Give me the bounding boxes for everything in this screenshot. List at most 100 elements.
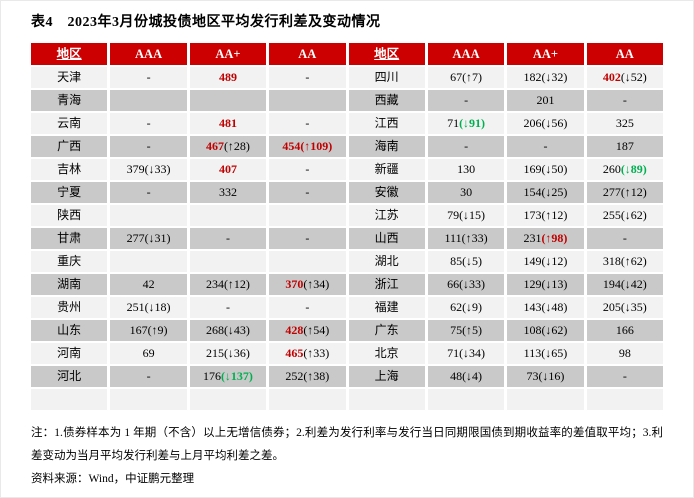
cell-text: 62(↓9) (450, 300, 483, 314)
cell-text: 332 (218, 185, 237, 199)
value-cell (586, 389, 663, 410)
cell-text: 428 (285, 323, 304, 337)
region-cell: 安徽 (348, 182, 425, 203)
value-cell: - (110, 182, 187, 203)
value-cell: 69 (110, 343, 187, 364)
cell-text: 海南 (374, 139, 399, 153)
value-cell: 154(↓25) (507, 182, 584, 203)
value-cell: 166 (586, 320, 663, 341)
cell-text: (↑98) (541, 231, 568, 245)
region-cell: 青海 (31, 90, 108, 111)
cell-text: - (305, 231, 310, 245)
value-cell: 428(↑54) (269, 320, 346, 341)
cell-text: 98 (618, 346, 631, 360)
header-cell-6: AA+ (507, 43, 584, 65)
cell-text: 370 (285, 277, 304, 291)
cell-text: 山西 (374, 231, 399, 245)
value-cell: - (110, 136, 187, 157)
cell-text: 467 (205, 139, 224, 153)
value-cell: 402(↓52) (586, 67, 663, 88)
value-cell (189, 90, 267, 111)
cell-text: - (464, 139, 469, 153)
value-cell: 194(↓42) (586, 274, 663, 295)
cell-text: 379(↓33) (126, 162, 171, 176)
value-cell: 205(↓35) (586, 297, 663, 318)
region-cell: 四川 (348, 67, 425, 88)
value-cell: - (586, 90, 663, 111)
value-cell: 85(↓5) (427, 251, 505, 272)
value-cell (507, 389, 584, 410)
value-cell: 48(↓4) (427, 366, 505, 387)
cell-text: 169(↓50) (523, 162, 568, 176)
cell-text: - (305, 162, 310, 176)
cell-text: 407 (218, 162, 237, 176)
value-cell: 30 (427, 182, 505, 203)
value-cell: 277(↓31) (110, 228, 187, 249)
cell-text: 30 (460, 185, 473, 199)
value-cell: - (586, 366, 663, 387)
value-cell: - (110, 366, 187, 387)
value-cell: 71(↓34) (427, 343, 505, 364)
value-cell: 108(↓62) (507, 320, 584, 341)
value-cell: - (189, 297, 267, 318)
header-cell-3: AA (269, 43, 346, 65)
cell-text: 167(↑9) (129, 323, 168, 337)
cell-text: 215(↓36) (205, 346, 250, 360)
region-cell (31, 389, 108, 410)
cell-text: 206(↓56) (523, 116, 568, 130)
table-source: 资料来源：Wind，中证鹏元整理 (31, 473, 195, 485)
value-cell (189, 389, 267, 410)
region-cell: 天津 (31, 67, 108, 88)
cell-text: 255(↓62) (602, 208, 647, 222)
value-cell: 42 (110, 274, 187, 295)
value-cell: 379(↓33) (110, 159, 187, 180)
region-cell: 江苏 (348, 205, 425, 226)
cell-text: 481 (218, 116, 237, 130)
region-cell: 山西 (348, 228, 425, 249)
value-cell: 325 (586, 113, 663, 134)
cell-text: - (225, 300, 230, 314)
value-cell: 62(↓9) (427, 297, 505, 318)
value-cell: 481 (189, 113, 267, 134)
cell-text: 187 (615, 139, 634, 153)
value-cell: - (427, 90, 505, 111)
cell-text: (↓89) (620, 162, 647, 176)
region-cell: 海南 (348, 136, 425, 157)
value-cell: 113(↓65) (507, 343, 584, 364)
header-cell-0: 地区 (31, 43, 108, 65)
cell-text: 166 (615, 323, 634, 337)
value-cell: 251(↓18) (110, 297, 187, 318)
cell-text: 71(↓34) (447, 346, 486, 360)
cell-text: 85(↓5) (450, 254, 483, 268)
region-cell: 云南 (31, 113, 108, 134)
value-cell: 129(↓13) (507, 274, 584, 295)
cell-text: 吉林 (57, 162, 82, 176)
region-cell: 新疆 (348, 159, 425, 180)
value-cell: 187 (586, 136, 663, 157)
value-cell: 489 (189, 67, 267, 88)
value-cell: 332 (189, 182, 267, 203)
cell-text: 130 (457, 162, 476, 176)
cell-text: 173(↑12) (523, 208, 568, 222)
value-cell: 79(↓15) (427, 205, 505, 226)
value-cell (110, 389, 187, 410)
value-cell: 173(↑12) (507, 205, 584, 226)
region-cell: 重庆 (31, 251, 108, 272)
cell-text: 重庆 (57, 254, 82, 268)
value-cell: 182(↓32) (507, 67, 584, 88)
header-cell-2: AA+ (189, 43, 267, 65)
cell-text: 71 (447, 116, 460, 130)
value-cell: 465(↑33) (269, 343, 346, 364)
cell-text: 231 (523, 231, 542, 245)
cell-text: 广东 (374, 323, 399, 337)
table-notes: 注：1.债券样本为 1 年期（不含）以上无增信债券；2.利差为发行利率与发行当日… (31, 427, 663, 462)
cell-text: - (305, 300, 310, 314)
region-cell: 甘肃 (31, 228, 108, 249)
value-cell (110, 251, 187, 272)
cell-text: 江西 (374, 116, 399, 130)
cell-text: - (146, 369, 151, 383)
value-cell (189, 205, 267, 226)
value-cell: 73(↓16) (507, 366, 584, 387)
cell-text: - (622, 369, 627, 383)
